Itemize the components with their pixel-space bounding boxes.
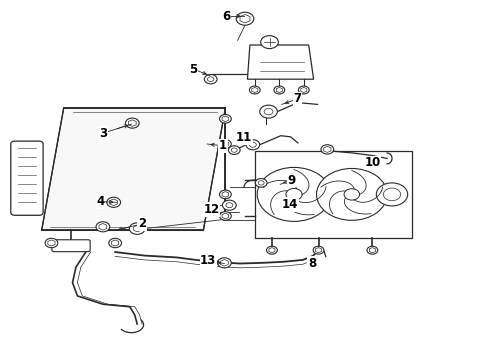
Circle shape	[286, 189, 302, 200]
Circle shape	[264, 108, 273, 115]
Text: 2: 2	[138, 217, 146, 230]
Polygon shape	[269, 248, 275, 253]
Circle shape	[249, 86, 260, 94]
Polygon shape	[99, 224, 107, 230]
Circle shape	[257, 167, 331, 221]
Text: 11: 11	[236, 131, 252, 144]
Circle shape	[109, 238, 122, 248]
Circle shape	[45, 238, 58, 248]
FancyBboxPatch shape	[11, 141, 43, 215]
Polygon shape	[240, 14, 250, 23]
Polygon shape	[128, 120, 136, 126]
Polygon shape	[222, 141, 229, 147]
Text: 4: 4	[97, 195, 104, 208]
Text: 12: 12	[203, 203, 220, 216]
Polygon shape	[324, 147, 331, 152]
Text: 8: 8	[308, 257, 316, 270]
Text: 9: 9	[288, 174, 295, 186]
Text: 1: 1	[219, 139, 227, 152]
Text: 13: 13	[200, 255, 217, 267]
Polygon shape	[316, 248, 321, 253]
Polygon shape	[369, 248, 375, 253]
Circle shape	[274, 86, 285, 94]
Circle shape	[258, 181, 264, 185]
Circle shape	[228, 146, 240, 154]
Circle shape	[231, 148, 237, 152]
Text: 3: 3	[99, 127, 107, 140]
Text: 14: 14	[282, 198, 298, 211]
Circle shape	[125, 118, 139, 128]
Circle shape	[383, 188, 401, 201]
Circle shape	[236, 12, 254, 25]
Circle shape	[344, 189, 360, 200]
Polygon shape	[48, 240, 55, 246]
Circle shape	[226, 203, 233, 208]
Polygon shape	[276, 87, 282, 93]
Circle shape	[220, 212, 231, 220]
Text: 7: 7	[294, 93, 301, 105]
Circle shape	[317, 168, 387, 220]
Polygon shape	[112, 240, 119, 246]
Circle shape	[321, 145, 334, 154]
Circle shape	[220, 190, 231, 199]
Polygon shape	[222, 213, 229, 219]
Polygon shape	[110, 199, 118, 206]
Bar	[255, 151, 412, 238]
Circle shape	[204, 75, 217, 84]
Polygon shape	[42, 108, 225, 230]
FancyBboxPatch shape	[52, 240, 90, 252]
Circle shape	[220, 140, 231, 148]
Circle shape	[255, 179, 267, 187]
Circle shape	[107, 197, 121, 207]
Circle shape	[260, 105, 277, 118]
Circle shape	[222, 200, 236, 210]
Polygon shape	[222, 192, 229, 197]
Polygon shape	[301, 87, 307, 93]
Circle shape	[298, 86, 309, 94]
Polygon shape	[252, 87, 258, 93]
Polygon shape	[220, 260, 228, 266]
Circle shape	[208, 77, 214, 81]
Circle shape	[367, 246, 378, 254]
Polygon shape	[222, 116, 229, 122]
Circle shape	[218, 258, 231, 268]
Circle shape	[96, 222, 110, 232]
Text: 5: 5	[190, 63, 197, 76]
Circle shape	[220, 114, 231, 123]
Circle shape	[376, 183, 408, 206]
Text: 10: 10	[364, 156, 381, 169]
Circle shape	[313, 246, 324, 254]
Circle shape	[133, 226, 141, 231]
Circle shape	[267, 246, 277, 254]
Circle shape	[261, 36, 278, 49]
Circle shape	[249, 142, 256, 147]
Circle shape	[129, 223, 145, 234]
Text: 6: 6	[222, 10, 230, 23]
Polygon shape	[247, 45, 314, 79]
Circle shape	[246, 140, 260, 150]
